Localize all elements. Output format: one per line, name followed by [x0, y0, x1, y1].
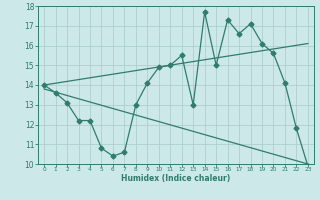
X-axis label: Humidex (Indice chaleur): Humidex (Indice chaleur) [121, 174, 231, 183]
